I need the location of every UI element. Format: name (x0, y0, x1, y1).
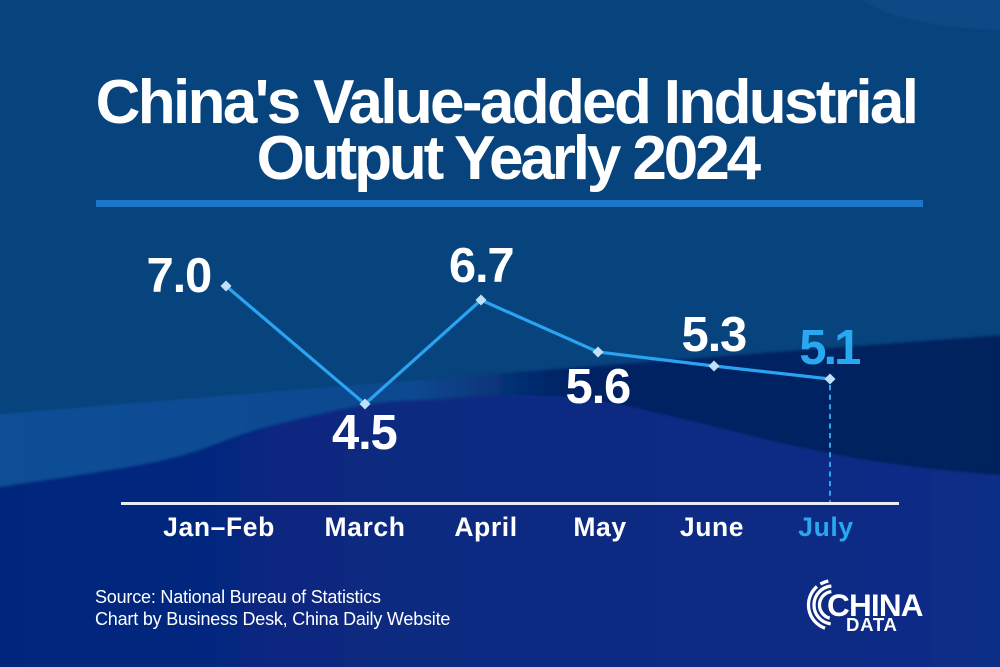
svg-text:CHINA: CHINA (827, 587, 923, 623)
svg-text:DATA: DATA (846, 614, 898, 635)
